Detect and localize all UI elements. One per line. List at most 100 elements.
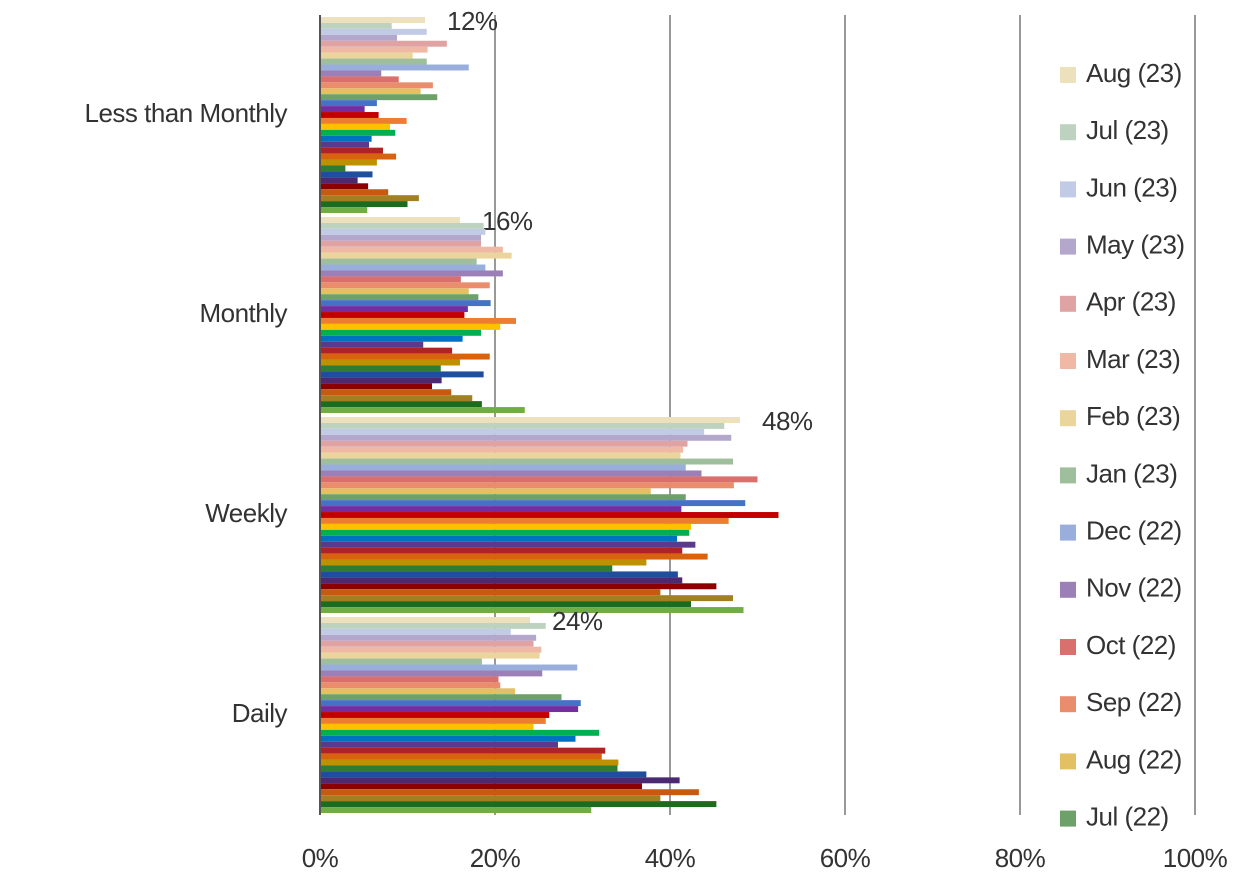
legend-label: Mar (23) [1086, 344, 1180, 374]
legend-swatch [1060, 524, 1076, 541]
bar [320, 464, 686, 471]
x-tick-label: 20% [470, 843, 521, 873]
bar [320, 407, 525, 413]
bar [320, 729, 600, 736]
bar [320, 217, 460, 223]
bar [320, 58, 427, 65]
legend-label: Dec (22) [1086, 515, 1182, 545]
bar [320, 335, 463, 342]
bar [320, 401, 482, 408]
bar [320, 246, 503, 253]
bar [320, 129, 396, 136]
legend-label: Nov (22) [1086, 573, 1182, 603]
bar [320, 565, 613, 572]
legend-label: Jul (23) [1086, 115, 1169, 145]
bar [320, 712, 550, 718]
bar [320, 317, 516, 324]
bar [320, 383, 432, 390]
legend-label: Apr (23) [1086, 287, 1176, 317]
value-label: 12% [447, 6, 498, 36]
bar [320, 377, 442, 384]
bar [320, 22, 392, 29]
bar [320, 658, 482, 665]
bar [320, 52, 413, 59]
bar [320, 777, 680, 784]
bar [320, 640, 534, 647]
legend-label: Oct (22) [1086, 630, 1176, 660]
bar [320, 94, 438, 101]
bar [320, 341, 424, 348]
bar [320, 523, 691, 530]
bar [320, 670, 543, 677]
legend-swatch [1060, 581, 1076, 598]
bar [320, 583, 717, 590]
bar [320, 76, 399, 83]
category-label: Weekly [205, 498, 287, 528]
bar [320, 371, 484, 378]
bar [320, 207, 368, 213]
legend-swatch [1060, 67, 1076, 83]
legend-swatch [1060, 295, 1076, 312]
bar [320, 34, 397, 41]
legend-label: Aug (22) [1086, 744, 1182, 774]
bar [320, 476, 758, 483]
bar [320, 323, 501, 330]
bar [320, 807, 592, 813]
bar [320, 694, 562, 701]
bar [320, 294, 479, 301]
bar [320, 329, 481, 336]
bar [320, 646, 542, 653]
bar [320, 264, 486, 271]
bar [320, 517, 729, 524]
bar [320, 617, 530, 623]
bar [320, 171, 373, 178]
bar [320, 747, 606, 754]
value-label: 16% [482, 206, 533, 236]
legend-swatch [1060, 639, 1076, 655]
bar [320, 577, 683, 584]
bar [320, 88, 421, 95]
bar [320, 700, 581, 707]
legend-swatch [1060, 696, 1076, 713]
bar [320, 452, 681, 459]
bar [320, 512, 779, 518]
value-label: 48% [762, 406, 813, 436]
bar [320, 389, 452, 396]
legend-swatch [1060, 410, 1076, 427]
bar [320, 117, 407, 124]
bar [320, 159, 377, 166]
x-tick-label: 80% [995, 843, 1046, 873]
legend-label: Aug (23) [1086, 58, 1182, 88]
bar [320, 300, 491, 307]
bar [320, 753, 602, 760]
bar [320, 252, 512, 259]
bar [320, 270, 503, 277]
bar [320, 135, 372, 142]
legend-swatch [1060, 810, 1076, 827]
bar [320, 506, 682, 513]
bar [320, 240, 481, 247]
bar [320, 688, 516, 695]
bar [320, 365, 441, 372]
bar [320, 553, 708, 560]
bar [320, 795, 661, 802]
x-tick-label: 100% [1163, 843, 1228, 873]
bar [320, 547, 683, 554]
legend-label: Sep (22) [1086, 687, 1182, 717]
bar [320, 541, 696, 548]
bar [320, 470, 702, 477]
bar [320, 500, 746, 507]
bar [320, 741, 558, 748]
bar [320, 112, 379, 118]
bar [320, 417, 740, 423]
bar [320, 571, 678, 578]
bar [320, 628, 511, 635]
category-label: Monthly [199, 298, 287, 328]
bar [320, 494, 686, 501]
bar [320, 201, 408, 208]
bar [320, 288, 469, 295]
bar [320, 28, 427, 35]
bar [320, 559, 647, 566]
bar [320, 46, 428, 53]
bar [320, 189, 389, 196]
